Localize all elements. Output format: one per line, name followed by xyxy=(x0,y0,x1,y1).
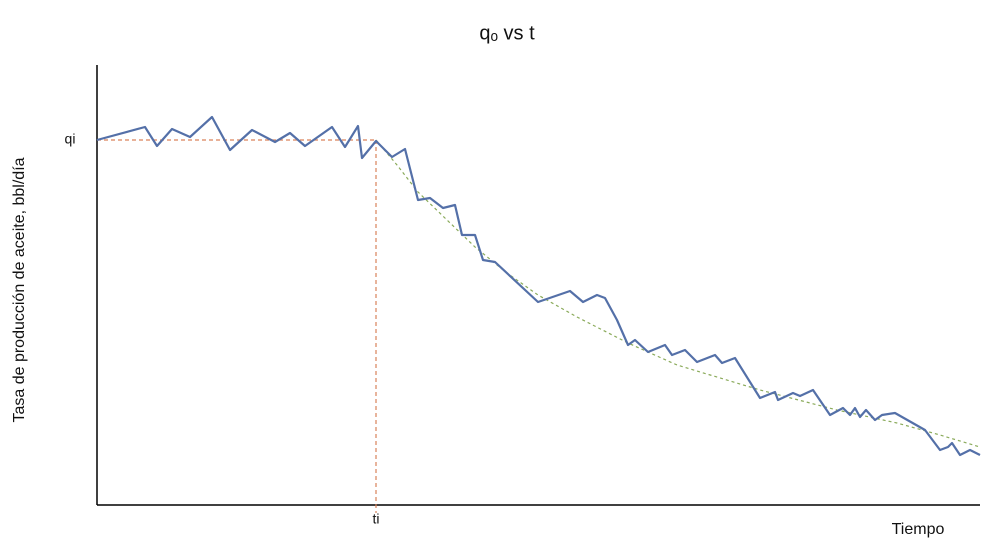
x-axis-label: Tiempo xyxy=(892,521,945,538)
x-tick-label: ti xyxy=(373,511,380,527)
series-line xyxy=(375,139,981,448)
series-line xyxy=(96,115,981,457)
y-tick-label: qi xyxy=(65,131,76,147)
chart-title: qₒ vs t xyxy=(479,22,535,44)
y-axis-label: Tasa de producción de aceite, bbl/día xyxy=(11,157,28,422)
